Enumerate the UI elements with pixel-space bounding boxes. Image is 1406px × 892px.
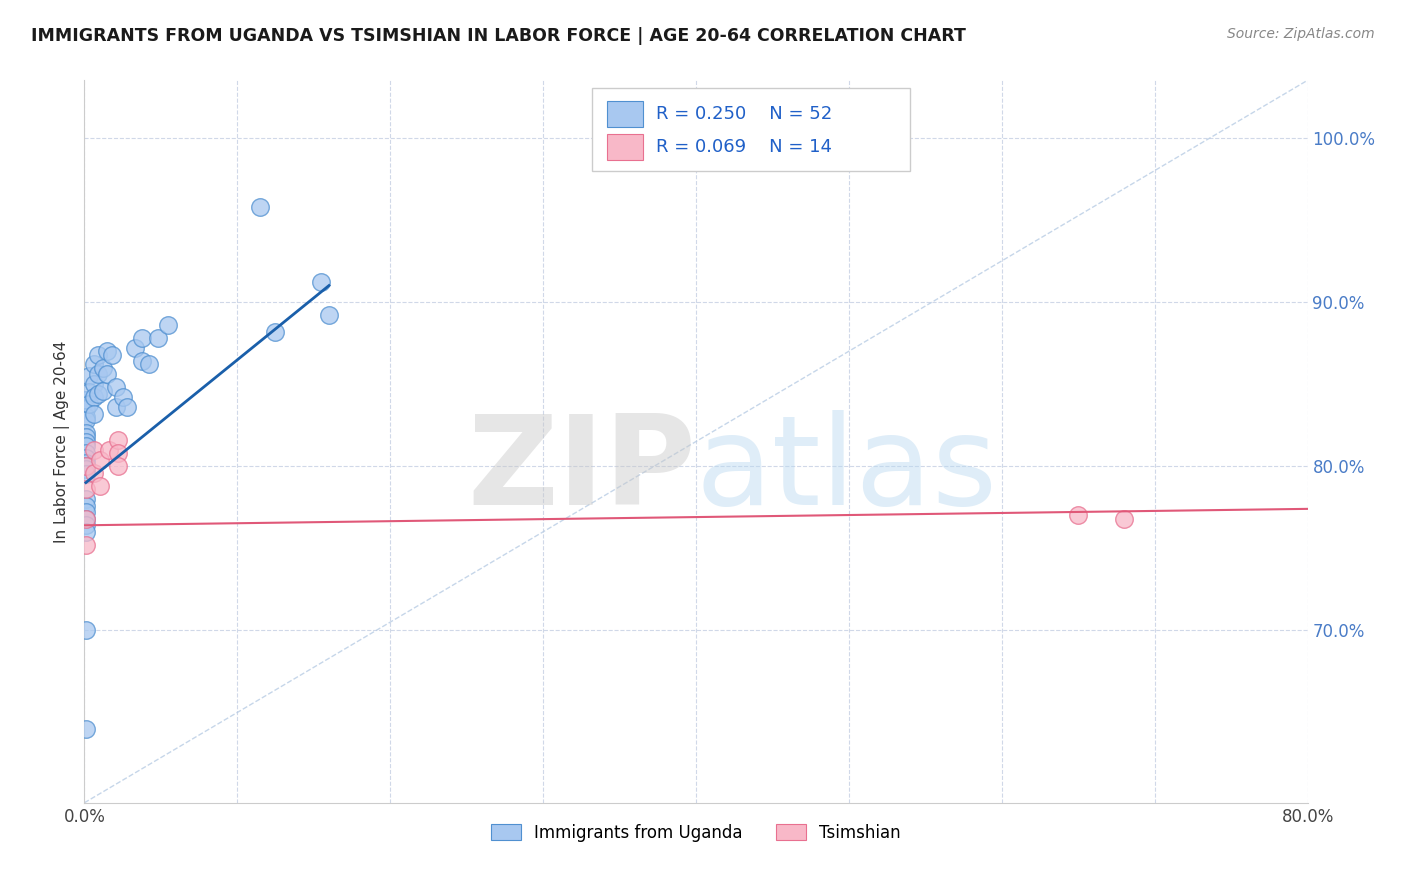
Point [75, 467, 97, 482]
Point [75, 459, 97, 474]
Bar [606, 101, 644, 127]
Point [75, 505, 97, 519]
Point [83, 466, 105, 480]
Point [96, 344, 118, 359]
Point [75, 409, 97, 424]
Point [101, 347, 124, 361]
Point [105, 380, 128, 394]
Point [318, 308, 340, 322]
Point [75, 459, 97, 474]
Point [87, 387, 110, 401]
Point [77, 397, 100, 411]
Point [75, 429, 97, 443]
Point [75, 393, 97, 408]
Point [75, 446, 97, 460]
FancyBboxPatch shape [592, 87, 910, 170]
Point [75, 456, 97, 470]
Point [249, 200, 271, 214]
Point [75, 426, 97, 441]
Point [75, 499, 97, 513]
Point [75, 450, 97, 465]
Point [97, 442, 120, 457]
Point [75, 518, 97, 533]
Point [75, 434, 97, 449]
Point [96, 368, 118, 382]
Point [157, 318, 180, 332]
Point [89, 452, 111, 467]
Point [87, 347, 110, 361]
Point [311, 275, 333, 289]
Point [107, 446, 129, 460]
Point [131, 354, 153, 368]
Point [75, 524, 97, 539]
Legend: Immigrants from Uganda, Tsimshian: Immigrants from Uganda, Tsimshian [484, 817, 908, 848]
Point [83, 357, 105, 371]
Point [83, 442, 105, 457]
Point [75, 401, 97, 416]
Point [75, 512, 97, 526]
Point [75, 462, 97, 476]
Point [264, 325, 287, 339]
Point [75, 512, 97, 526]
Point [131, 331, 153, 345]
Text: ZIP: ZIP [467, 410, 696, 531]
Point [115, 400, 138, 414]
Bar [606, 135, 644, 161]
Point [77, 368, 100, 383]
Point [75, 413, 97, 427]
Point [124, 341, 146, 355]
Point [83, 407, 105, 421]
Point [83, 377, 105, 392]
Point [75, 393, 97, 408]
Point [75, 482, 97, 496]
Point [111, 390, 134, 404]
Point [75, 440, 97, 454]
Point [75, 624, 97, 638]
Point [91, 384, 114, 398]
Text: Source: ZipAtlas.com: Source: ZipAtlas.com [1227, 27, 1375, 41]
Point [87, 368, 110, 382]
Point [1067, 508, 1090, 523]
Point [77, 385, 100, 400]
Text: R = 0.250    N = 52: R = 0.250 N = 52 [655, 105, 832, 123]
Point [91, 360, 114, 375]
Point [146, 331, 169, 345]
Point [75, 538, 97, 552]
Point [138, 357, 160, 371]
Point [107, 433, 129, 447]
Text: atlas: atlas [696, 410, 998, 531]
Point [83, 390, 105, 404]
Y-axis label: In Labor Force | Age 20-64: In Labor Force | Age 20-64 [55, 341, 70, 542]
Point [89, 479, 111, 493]
Point [75, 491, 97, 506]
Point [107, 459, 129, 474]
Point [1114, 512, 1136, 526]
Point [75, 722, 97, 736]
Point [105, 400, 128, 414]
Text: IMMIGRANTS FROM UGANDA VS TSIMSHIAN IN LABOR FORCE | AGE 20-64 CORRELATION CHART: IMMIGRANTS FROM UGANDA VS TSIMSHIAN IN L… [31, 27, 966, 45]
Text: R = 0.069    N = 14: R = 0.069 N = 14 [655, 138, 831, 156]
